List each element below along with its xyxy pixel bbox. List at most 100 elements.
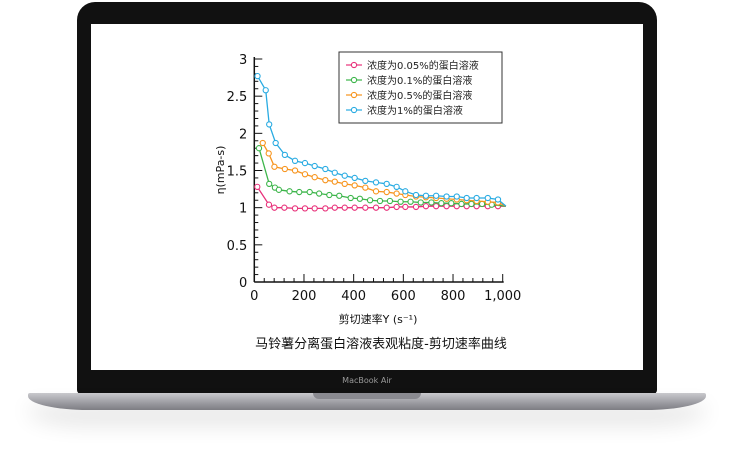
x-tick-label: 600: [391, 289, 416, 304]
data-point: [265, 150, 272, 157]
data-point: [494, 196, 502, 203]
data-point: [362, 204, 369, 211]
data-point: [351, 182, 358, 189]
data-point: [265, 201, 273, 208]
data-point: [311, 205, 318, 212]
y-tick-label: 1.5: [227, 165, 248, 180]
data-point: [402, 203, 409, 211]
data-point: [255, 145, 263, 152]
data-point: [407, 198, 414, 205]
data-point: [397, 198, 404, 205]
data-point: [286, 188, 293, 195]
data-point: [372, 204, 380, 211]
data-point: [326, 191, 333, 199]
data-point: [428, 199, 435, 206]
data-point: [301, 205, 309, 212]
data-point: [463, 194, 470, 202]
legend-marker: [350, 76, 358, 84]
data-point: [484, 194, 491, 202]
data-point: [271, 204, 278, 211]
data-point: [422, 203, 430, 210]
data-point: [478, 200, 486, 208]
data-point: [275, 186, 283, 193]
data-point: [254, 183, 261, 191]
x-tick-label: 1,000: [484, 289, 521, 304]
laptop-base: [28, 393, 706, 410]
laptop-hinge-notch: [313, 393, 421, 399]
x-axis-label: 剪切速率Y (s⁻¹): [339, 312, 418, 326]
x-tick-label: 800: [441, 289, 466, 304]
data-point: [306, 188, 313, 196]
data-point: [301, 171, 309, 178]
legend-entry: 浓度为0.05%的蛋白溶液: [367, 59, 479, 72]
data-point: [291, 167, 299, 174]
data-point: [383, 180, 390, 188]
data-point: [272, 139, 279, 147]
data-point: [341, 180, 348, 188]
legend-marker: [350, 106, 358, 114]
legend-entry: 浓度为0.1%的蛋白溶液: [367, 74, 472, 87]
data-point: [383, 188, 390, 196]
data-point: [351, 204, 358, 211]
data-point: [331, 178, 338, 185]
data-point: [311, 162, 318, 170]
data-point: [254, 72, 261, 80]
data-point: [311, 174, 318, 181]
data-point: [393, 190, 400, 197]
data-point: [393, 203, 400, 211]
data-point: [448, 200, 455, 207]
legend-entry: 浓度为1%的蛋白溶液: [367, 104, 463, 117]
data-point: [322, 165, 329, 173]
y-tick-label: 0: [239, 276, 247, 291]
data-point: [362, 184, 369, 191]
data-point: [291, 205, 299, 212]
data-point: [417, 199, 424, 206]
data-point: [347, 194, 354, 202]
data-point: [271, 163, 278, 170]
data-point: [443, 193, 450, 200]
data-point: [362, 177, 369, 185]
series-1: [255, 145, 506, 208]
series-3: [254, 72, 507, 207]
data-point: [315, 190, 323, 197]
data-point: [376, 197, 384, 205]
data-point: [259, 139, 266, 147]
y-tick-label: 2: [239, 127, 247, 142]
data-point: [372, 179, 380, 186]
data-point: [331, 204, 338, 211]
data-point: [372, 188, 380, 195]
data-point: [432, 192, 440, 199]
y-tick-label: 0.5: [227, 239, 248, 254]
legend: 浓度为0.05%的蛋白溶液浓度为0.1%的蛋白溶液浓度为0.5%的蛋白溶液浓度为…: [346, 59, 479, 117]
data-point: [468, 200, 475, 208]
device-label: MacBook Air: [342, 376, 392, 385]
data-point: [291, 157, 299, 164]
data-point: [281, 165, 289, 173]
data-point: [383, 204, 390, 211]
legend-marker: [350, 91, 358, 99]
data-point: [458, 200, 465, 208]
data-point: [266, 180, 273, 188]
y-tick-label: 3: [239, 53, 247, 68]
data-point: [438, 200, 445, 207]
data-point: [453, 193, 460, 200]
data-point: [412, 191, 420, 199]
data-point: [393, 183, 400, 191]
data-point: [386, 197, 394, 205]
data-point: [356, 195, 364, 202]
data-point: [473, 194, 480, 202]
data-point: [322, 177, 329, 184]
data-point: [301, 159, 309, 167]
data-point: [341, 172, 348, 179]
data-point: [412, 203, 420, 211]
data-point: [322, 205, 329, 212]
data-point: [422, 192, 430, 199]
data-point: [266, 121, 273, 128]
data-point: [341, 204, 348, 211]
data-point: [296, 188, 303, 196]
data-point: [351, 174, 358, 182]
data-point: [432, 203, 440, 210]
data-point: [262, 87, 269, 94]
data-point: [281, 151, 289, 159]
